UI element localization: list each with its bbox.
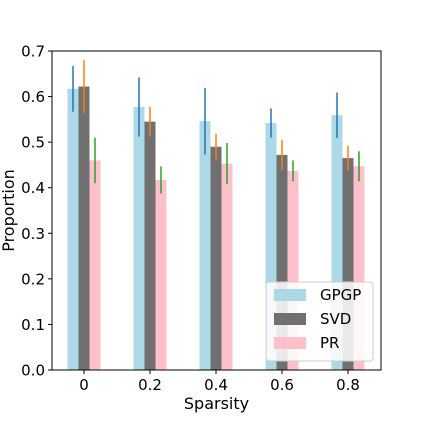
legend-swatch-gpgp: [274, 289, 306, 301]
bar-pr-1: [155, 179, 167, 370]
bar-svd-3: [276, 154, 288, 370]
bar-gpgp-4: [331, 115, 343, 371]
bar-gpgp-2: [199, 121, 211, 371]
bar-svd-4: [342, 158, 354, 370]
bar-gpgp-3: [265, 123, 277, 370]
bar-pr-4: [353, 166, 365, 370]
legend-swatch-svd: [274, 313, 306, 325]
error-bars-layer: [72, 60, 360, 194]
legend-label-svd: SVD: [320, 310, 351, 328]
bars-layer: [67, 86, 365, 371]
bar-svd-1: [144, 121, 156, 370]
y-tick-label: 0.6: [21, 88, 45, 106]
x-axis-label: Sparsity: [184, 394, 249, 413]
y-tick-label: 0.1: [21, 316, 45, 334]
x-tick-label: 0.2: [138, 376, 162, 394]
y-axis: 0.0 0.1 0.2 0.3 0.4 0.5 0.6 0.7: [21, 43, 52, 380]
y-tick-label: 0.4: [21, 179, 45, 197]
y-tick-label: 0.7: [21, 43, 45, 61]
bar-pr-2: [221, 163, 233, 370]
bar-gpgp-1: [133, 107, 145, 370]
legend: GPGP SVD PR: [265, 281, 374, 362]
x-axis: 0 0.2 0.4 0.6 0.8: [79, 370, 360, 394]
legend-label-gpgp: GPGP: [320, 286, 361, 304]
y-tick-label: 0.2: [21, 270, 45, 288]
y-tick-label: 0.5: [21, 134, 45, 152]
y-tick-label: 0.0: [21, 362, 45, 380]
bar-pr-3: [287, 170, 299, 370]
x-tick-label: 0.8: [336, 376, 360, 394]
legend-swatch-pr: [274, 337, 306, 349]
x-tick-label: 0.4: [204, 376, 228, 394]
bar-svd-0: [78, 86, 90, 370]
legend-label-pr: PR: [320, 334, 339, 352]
x-tick-label: 0: [79, 376, 89, 394]
bar-svd-2: [210, 146, 222, 370]
y-axis-label: Proportion: [0, 169, 18, 252]
bar-pr-0: [89, 160, 101, 370]
bar-gpgp-0: [67, 88, 79, 371]
y-tick-label: 0.3: [21, 225, 45, 243]
x-tick-label: 0.6: [270, 376, 294, 394]
